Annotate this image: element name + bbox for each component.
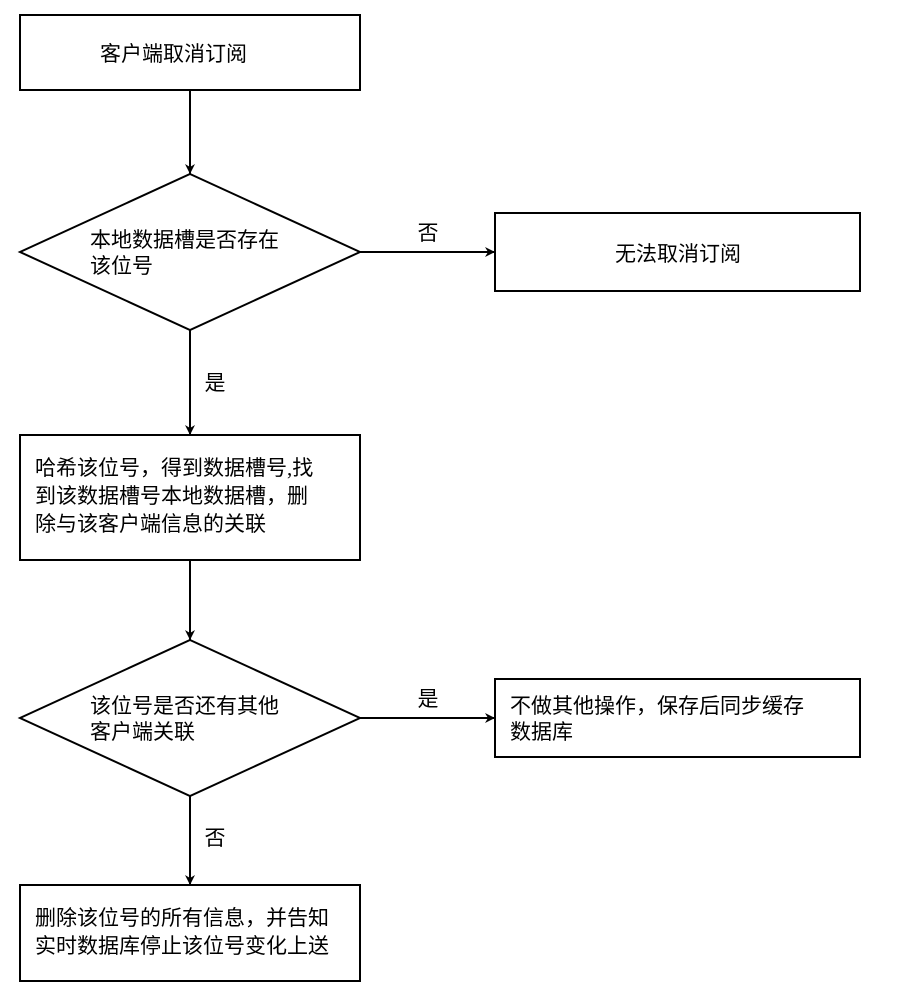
node-text-n3-1: 实时数据库停止该位号变化上送 — [35, 934, 329, 958]
edge-label-d1-n2: 是 — [205, 371, 226, 395]
flow-decision-d2 — [20, 640, 360, 796]
node-text-n1-0: 客户端取消订阅 — [100, 42, 247, 66]
node-text-d2-0: 该位号是否还有其他 — [90, 694, 279, 718]
node-text-r2-1: 数据库 — [510, 720, 573, 744]
edge-label-d2-r2: 是 — [418, 687, 439, 711]
edge-label-d2-n3: 否 — [205, 826, 226, 850]
node-text-d1-1: 该位号 — [90, 254, 153, 278]
flowchart-canvas: 客户端取消订阅本地数据槽是否存在该位号 无法取消订阅哈希该位号，得到数据槽号,找到… — [0, 0, 897, 1000]
node-text-r2-0: 不做其他操作，保存后同步缓存 — [510, 694, 804, 718]
node-text-d1-0: 本地数据槽是否存在 — [90, 228, 279, 252]
node-text-n2-1: 到该数据槽号本地数据槽，删 — [35, 484, 308, 508]
flow-node-r2 — [495, 679, 860, 757]
node-text-n2-0: 哈希该位号，得到数据槽号,找 — [35, 456, 313, 480]
flow-decision-d1 — [20, 174, 360, 330]
node-text-d2-1: 客户端关联 — [90, 720, 195, 744]
node-text-r1-0: 无法取消订阅 — [615, 242, 741, 266]
node-text-n3-0: 删除该位号的所有信息，并告知 — [35, 906, 329, 930]
edge-label-d1-r1: 否 — [418, 221, 439, 245]
node-text-n2-2: 除与该客户端信息的关联 — [35, 512, 266, 536]
